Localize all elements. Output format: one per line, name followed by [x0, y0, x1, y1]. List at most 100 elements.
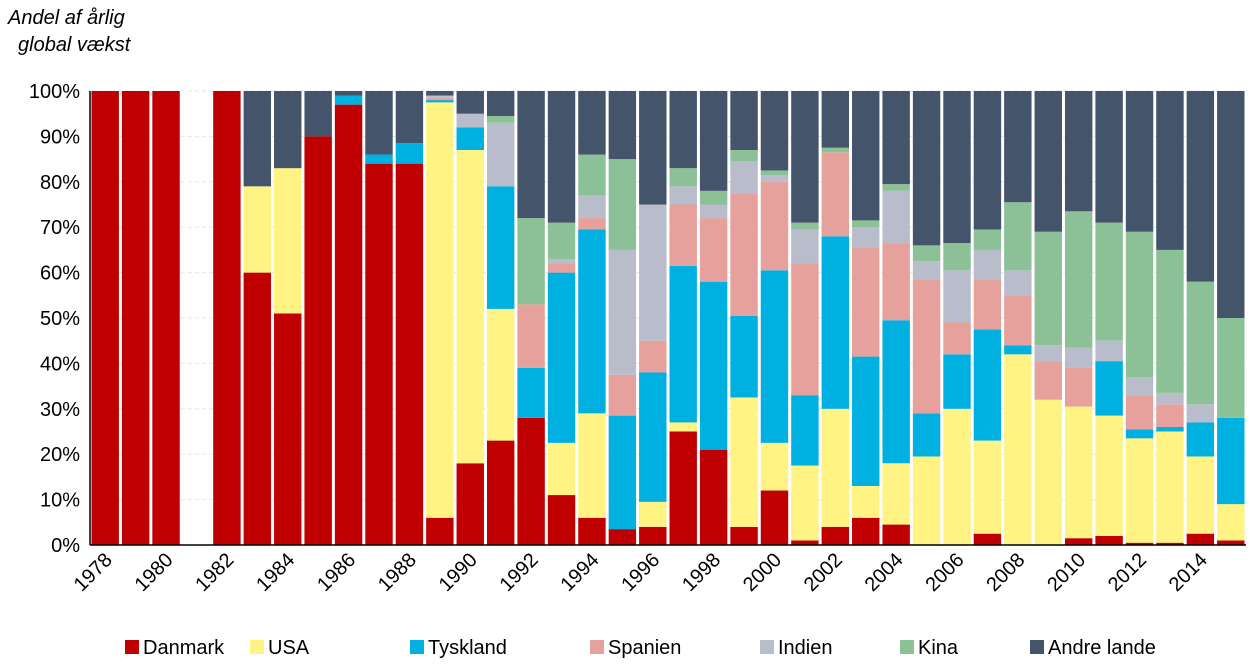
bar-segment — [243, 272, 272, 545]
bar-segment — [517, 218, 545, 305]
bar-segment — [791, 222, 819, 230]
bar-segment — [973, 329, 1002, 441]
bar-segment — [1125, 377, 1154, 396]
bar-segment — [1125, 542, 1154, 545]
bar-segment — [1064, 347, 1093, 368]
bar-segment — [669, 204, 697, 266]
x-tick-label: 1988 — [374, 549, 421, 596]
bar-segment — [821, 236, 850, 409]
bar-segment — [578, 218, 606, 230]
bar-segment — [760, 170, 789, 175]
bar-segment — [1156, 542, 1184, 545]
bar-segment — [912, 413, 941, 457]
y-tick-label: 60% — [40, 263, 80, 285]
bar-segment — [639, 501, 667, 527]
legend-swatch — [760, 640, 774, 654]
bar-segment — [395, 91, 424, 144]
bar-segment — [608, 249, 637, 375]
bar-segment — [912, 261, 941, 280]
legend-label: Tyskland — [428, 637, 507, 659]
bar-segment — [243, 91, 272, 187]
bar-segment — [517, 367, 545, 418]
bar-segment — [1034, 91, 1062, 232]
bar-segment — [517, 304, 545, 368]
legend-label: Kina — [918, 637, 959, 659]
x-tick-label: 1994 — [556, 549, 603, 596]
bar-segment — [973, 440, 1002, 534]
bar-segment — [1095, 535, 1123, 545]
bar-segment — [1125, 438, 1154, 543]
bar-segment — [1156, 91, 1184, 250]
bar-segment — [486, 122, 515, 187]
y-axis-label: Andel af årlig — [7, 7, 125, 29]
bar-segment — [760, 442, 789, 491]
x-tick-label: 2002 — [800, 549, 847, 596]
bar-segment — [821, 526, 850, 545]
bar-segment — [365, 163, 393, 545]
y-tick-label: 70% — [40, 217, 80, 239]
bar-segment — [639, 372, 667, 502]
bar-segment — [243, 186, 272, 273]
bar-segment — [547, 222, 576, 259]
bar-segment — [1186, 91, 1215, 282]
bar-segment — [91, 91, 119, 545]
legend-label: Andre lande — [1048, 637, 1156, 659]
bar-segment — [852, 356, 880, 486]
bar-segment — [1034, 231, 1062, 346]
bar-segment — [1217, 318, 1245, 418]
bar-segment — [1186, 456, 1215, 534]
bar-segment — [1125, 429, 1154, 439]
bar-segment — [973, 229, 1002, 250]
bar-segment — [365, 91, 393, 155]
bar-segment — [547, 495, 576, 545]
bar-segment — [1004, 354, 1032, 545]
legend-label: Danmark — [143, 637, 225, 659]
bar-segment — [608, 415, 637, 530]
bar-segment — [730, 91, 758, 151]
bar-segment — [669, 265, 697, 423]
bar-segment — [1156, 431, 1184, 543]
bar-segment — [669, 422, 697, 432]
bar-segment — [699, 449, 728, 545]
bar-segment — [334, 104, 363, 546]
bar-segment — [821, 91, 850, 148]
bar-segment — [334, 91, 363, 96]
bar-segment — [1004, 345, 1032, 355]
bar-segment — [1064, 367, 1093, 407]
bar-segment — [486, 91, 515, 116]
bar-segment — [1064, 406, 1093, 539]
x-tick-label: 2010 — [1043, 549, 1090, 596]
bar-segment — [730, 150, 758, 162]
bar-segment — [1064, 211, 1093, 348]
bar-segment — [973, 249, 1002, 280]
bar-segment — [639, 91, 667, 205]
bar-segment — [791, 91, 819, 223]
x-tick-label: 2012 — [1104, 549, 1151, 596]
bar-segment — [699, 190, 728, 205]
bar-segment — [973, 533, 1002, 545]
bar-segment — [1156, 249, 1184, 393]
bar-segment — [760, 174, 789, 182]
bar-segment — [882, 190, 910, 244]
bar-segment — [608, 529, 637, 545]
bar-segment — [1004, 270, 1032, 296]
bar-segment — [578, 91, 606, 155]
bar-segment — [639, 526, 667, 545]
bar-segment — [578, 229, 606, 414]
bar-segment — [456, 113, 484, 128]
bar-segment — [760, 490, 789, 545]
bar-segment — [973, 279, 1002, 330]
bar-segment — [486, 186, 515, 309]
bar-segment — [274, 168, 302, 314]
y-axis-label: global vækst — [18, 34, 132, 56]
bar-segment — [791, 229, 819, 264]
legend-swatch — [1030, 640, 1044, 654]
y-tick-label: 100% — [29, 81, 80, 103]
bar-segment — [1095, 361, 1123, 416]
bar-segment — [669, 186, 697, 205]
bar-segment — [852, 91, 880, 221]
bar-segment — [547, 258, 576, 264]
bar-segment — [486, 115, 515, 123]
bar-segment — [304, 91, 332, 137]
bar-segment — [1095, 91, 1123, 223]
